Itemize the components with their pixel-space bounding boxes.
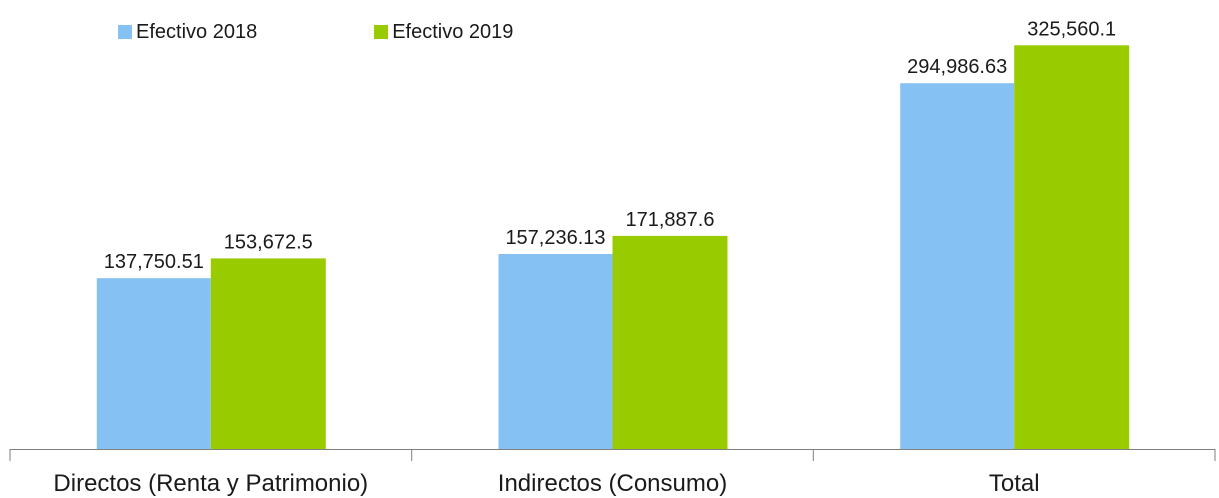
data-label-2018-1: 157,236.13 — [505, 227, 605, 249]
bar-2018-0 — [96, 278, 211, 449]
category-labels: Directos (Renta y Patrimonio) Indirectos … — [53, 470, 1039, 497]
category-label-0: Directos (Renta y Patrimonio) — [53, 470, 368, 497]
category-label-1: Indirectos (Consumo) — [498, 470, 727, 497]
legend-item-2018: Efectivo 2018 — [118, 21, 257, 44]
bar-2019-1 — [612, 235, 728, 449]
bar-2018-1 — [498, 254, 613, 449]
data-label-2018-2: 294,986.63 — [907, 56, 1007, 78]
x-axis — [9, 449, 1216, 461]
data-label-2019-0: 153,672.5 — [224, 231, 313, 253]
bar-2018-2 — [900, 83, 1015, 449]
bar-2019-2 — [1014, 45, 1130, 450]
data-label-2019-2: 325,560.1 — [1027, 18, 1116, 40]
legend-label-2019: Efectivo 2019 — [392, 20, 514, 43]
chart-legend: Efectivo 2018 Efectivo 2019 — [118, 20, 513, 44]
data-label-2018-0: 137,750.51 — [104, 251, 204, 273]
bar-2019-0 — [210, 258, 326, 449]
legend-item-2019: Efectivo 2019 — [374, 21, 513, 44]
data-label-2019-1: 171,887.6 — [626, 209, 715, 231]
legend-swatch-2019 — [374, 25, 389, 39]
legend-label-2018: Efectivo 2018 — [136, 20, 258, 43]
legend-swatch-2018 — [118, 25, 132, 39]
category-label-2: Total — [989, 470, 1040, 497]
bars-group: 137,750.51 153,672.5 157,236.13 171,887.6 29… — [96, 18, 1130, 450]
